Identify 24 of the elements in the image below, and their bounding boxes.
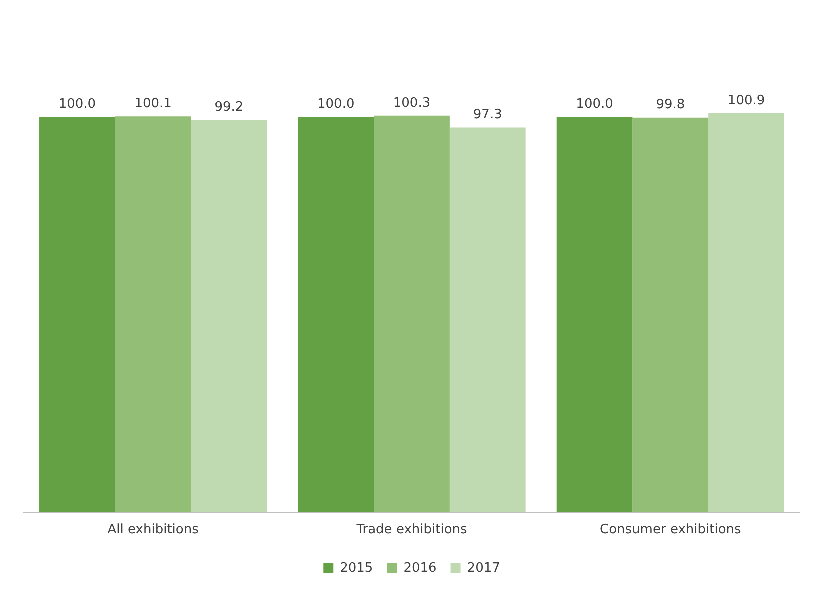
data-label: 100.0 — [576, 96, 614, 112]
data-label: 99.8 — [656, 98, 686, 113]
x-tick-label: All exhibitions — [108, 522, 200, 538]
x-tick-label: Trade exhibitions — [356, 522, 468, 538]
data-label: 100.3 — [393, 96, 431, 111]
legend-label: 2016 — [404, 560, 437, 576]
legend-label: 2015 — [340, 560, 374, 576]
bar — [708, 114, 784, 512]
bar — [298, 117, 374, 512]
x-tick-label: Consumer exhibitions — [600, 522, 742, 538]
legend-label: 2017 — [467, 560, 500, 576]
bar — [40, 117, 116, 512]
data-label: 97.3 — [473, 108, 502, 123]
bar — [556, 117, 633, 512]
bar — [450, 128, 526, 512]
data-label: 100.0 — [318, 96, 355, 112]
data-label: 99.2 — [214, 100, 244, 116]
bar — [115, 116, 192, 512]
bar — [632, 118, 709, 512]
data-label: 100.9 — [728, 93, 766, 108]
data-label: 100.1 — [134, 96, 172, 112]
data-label: 100.0 — [58, 96, 96, 112]
bar — [374, 116, 450, 512]
bar — [191, 120, 268, 512]
